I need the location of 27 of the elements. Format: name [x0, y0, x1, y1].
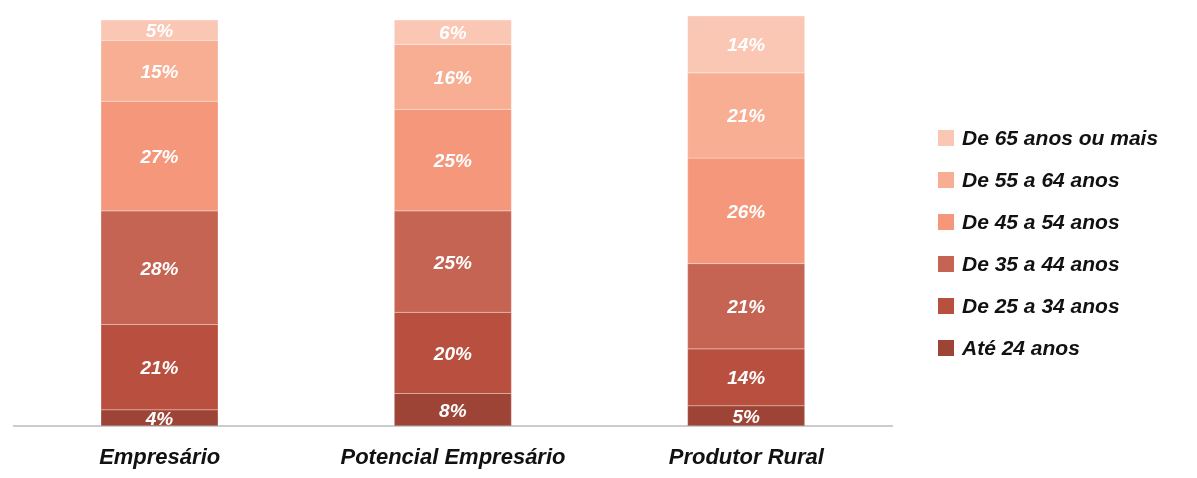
data-label: 20% [432, 342, 472, 364]
data-label: 28% [139, 257, 179, 279]
data-label: 15% [140, 60, 179, 82]
legend-label: De 45 a 54 anos [962, 210, 1120, 234]
data-label: 5% [145, 20, 174, 42]
x-tick-label: Potencial Empresário [340, 443, 566, 469]
x-tick-label: Empresário [99, 443, 221, 469]
data-label: 5% [732, 405, 760, 427]
data-label: 6% [439, 22, 467, 44]
data-label: 21% [726, 105, 766, 127]
data-label: 21% [139, 357, 179, 379]
data-label: 8% [439, 399, 467, 421]
legend-label: De 55 a 64 anos [962, 168, 1120, 192]
legend-label: Até 24 anos [962, 336, 1080, 360]
data-label: 25% [432, 150, 472, 172]
legend-label: De 25 a 34 anos [962, 294, 1120, 318]
data-label: 4% [144, 407, 174, 429]
data-label: 14% [727, 34, 766, 56]
data-label: 25% [432, 251, 472, 273]
legend-label: De 65 anos ou mais [962, 126, 1159, 150]
data-label: 21% [726, 296, 766, 318]
x-tick-label: Produtor Rural [668, 443, 825, 469]
data-label: 27% [139, 146, 179, 168]
data-label: 16% [433, 66, 472, 88]
data-label: 26% [726, 200, 766, 222]
data-label: 14% [727, 367, 766, 389]
legend-label: De 35 a 44 anos [962, 252, 1120, 276]
